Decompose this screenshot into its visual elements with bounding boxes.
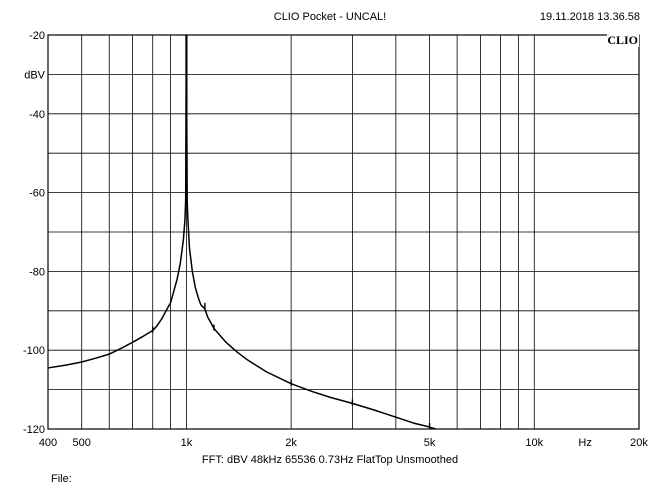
y-tick-label: -40 xyxy=(29,109,45,121)
logo-box xyxy=(607,33,639,47)
y-tick-label: -80 xyxy=(29,266,45,278)
file-label: File: xyxy=(51,473,72,485)
y-tick-label: -20 xyxy=(29,30,45,42)
timestamp: 19.11.2018 13.36.58 xyxy=(540,11,640,23)
x-axis-label: Hz xyxy=(578,437,591,449)
y-tick-label: -100 xyxy=(23,345,45,357)
x-tick-label: 1k xyxy=(181,437,193,449)
y-tick-label: -120 xyxy=(23,424,45,436)
y-tick-label: -60 xyxy=(29,188,45,200)
clio-logo: CLIO xyxy=(607,33,638,47)
x-tick-label: 400 xyxy=(39,437,57,449)
y-axis-label: dBV xyxy=(24,69,45,81)
x-tick-label: 2k xyxy=(285,437,297,449)
footer-settings: FFT: dBV 48kHz 65536 0.73Hz FlatTop Unsm… xyxy=(202,454,458,466)
chart-title: CLIO Pocket - UNCAL! xyxy=(274,11,386,23)
x-tick-label: 500 xyxy=(73,437,91,449)
x-tick-label: 5k xyxy=(424,437,436,449)
x-tick-label: 10k xyxy=(525,437,543,449)
x-tick-label: 20k xyxy=(630,437,648,449)
